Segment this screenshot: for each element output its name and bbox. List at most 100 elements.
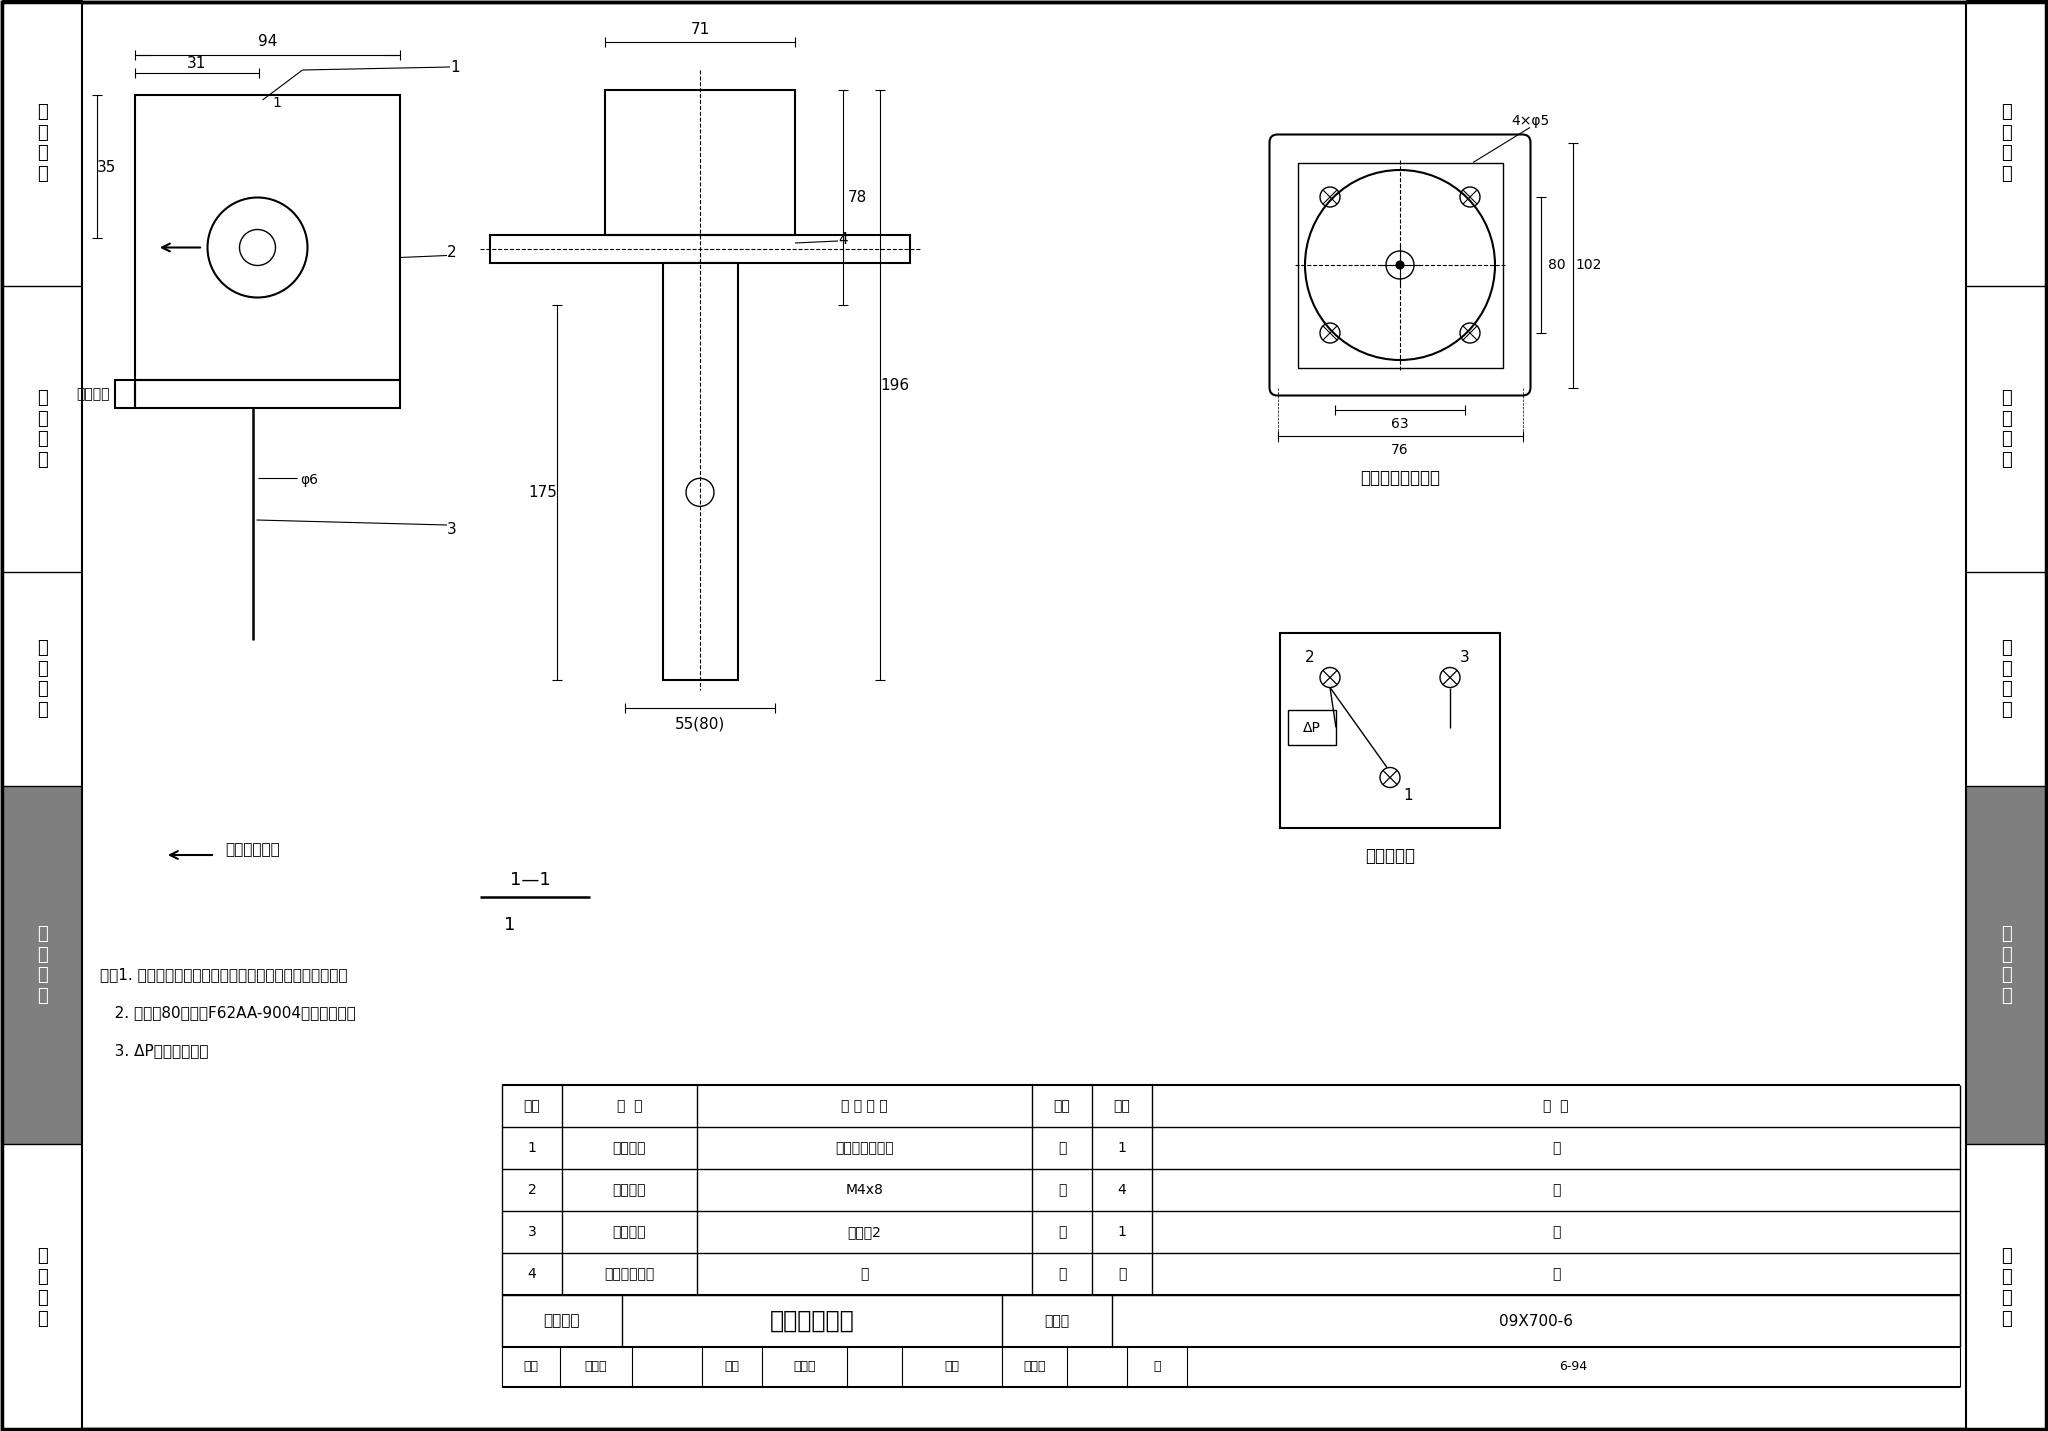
Polygon shape: [514, 235, 522, 263]
Text: 设
备
安
装: 设 备 安 装: [37, 924, 47, 1005]
Text: 2: 2: [446, 245, 457, 260]
Polygon shape: [657, 235, 666, 263]
Text: 设
备
安
装: 设 备 安 装: [2001, 924, 2011, 1005]
Bar: [2, 286, 82, 572]
Polygon shape: [770, 235, 778, 263]
Polygon shape: [586, 235, 594, 263]
Text: 2. 图中（80）值为F62AA-9004的叶片宽度。: 2. 图中（80）值为F62AA-9004的叶片宽度。: [100, 1006, 356, 1020]
Polygon shape: [195, 381, 201, 408]
Bar: [1298, 163, 1503, 368]
Text: 董国民: 董国民: [1024, 1361, 1047, 1374]
Text: 196: 196: [881, 378, 909, 392]
Polygon shape: [350, 381, 356, 408]
Polygon shape: [328, 381, 334, 408]
Text: φ6: φ6: [301, 474, 319, 487]
Text: 页: 页: [1153, 1361, 1161, 1374]
Text: 个: 个: [1059, 1183, 1067, 1196]
Text: 气流开关底板: 气流开关底板: [604, 1266, 655, 1281]
Text: 防
雷
接
地: 防 雷 接 地: [37, 1248, 47, 1328]
Text: －: －: [1552, 1225, 1561, 1239]
Polygon shape: [905, 235, 909, 263]
Text: 供
电
电
源: 供 电 电 源: [2001, 389, 2011, 469]
Polygon shape: [786, 235, 795, 263]
Text: 31: 31: [186, 56, 207, 70]
Text: 个: 个: [1059, 1266, 1067, 1281]
Text: －: －: [1552, 1266, 1561, 1281]
Bar: [604, 90, 795, 235]
Polygon shape: [188, 381, 195, 408]
Text: 由工程设计确定: 由工程设计确定: [836, 1141, 893, 1155]
Polygon shape: [842, 235, 850, 263]
Polygon shape: [127, 381, 133, 408]
Bar: [1280, 633, 1499, 827]
Bar: [1966, 0, 2046, 286]
Text: 71: 71: [690, 23, 709, 37]
Polygon shape: [344, 381, 350, 408]
Text: 2: 2: [528, 1183, 537, 1196]
Polygon shape: [387, 381, 393, 408]
Text: 35: 35: [98, 159, 117, 175]
Text: 自攻螺丝: 自攻螺丝: [612, 1183, 647, 1196]
Text: 3. ΔP为压差指示。: 3. ΔP为压差指示。: [100, 1043, 209, 1059]
Polygon shape: [745, 235, 754, 263]
Polygon shape: [715, 235, 723, 263]
Polygon shape: [850, 235, 858, 263]
Polygon shape: [737, 235, 745, 263]
Polygon shape: [754, 235, 762, 263]
Text: 09X700-6: 09X700-6: [1499, 1314, 1573, 1328]
Text: 图集号: 图集号: [1044, 1314, 1069, 1328]
Polygon shape: [723, 235, 729, 263]
Polygon shape: [166, 381, 170, 408]
Text: 2: 2: [1305, 650, 1315, 665]
Polygon shape: [303, 381, 309, 408]
Text: 1: 1: [504, 916, 516, 934]
Polygon shape: [795, 235, 803, 263]
Polygon shape: [569, 235, 578, 263]
Polygon shape: [176, 381, 182, 408]
Text: 102: 102: [1575, 258, 1602, 272]
Bar: [1288, 710, 1335, 746]
Text: 3: 3: [1460, 650, 1470, 665]
Text: 序号: 序号: [524, 1099, 541, 1113]
Polygon shape: [627, 235, 635, 263]
Polygon shape: [530, 235, 539, 263]
Polygon shape: [315, 381, 322, 408]
Text: 3: 3: [446, 522, 457, 538]
Text: 76: 76: [1391, 442, 1409, 456]
Polygon shape: [522, 235, 530, 263]
Polygon shape: [539, 235, 547, 263]
Polygon shape: [489, 235, 498, 263]
Polygon shape: [578, 235, 586, 263]
Bar: [2, 0, 82, 286]
Polygon shape: [250, 381, 256, 408]
Polygon shape: [682, 235, 690, 263]
Text: M4x8: M4x8: [846, 1183, 883, 1196]
Polygon shape: [825, 235, 834, 263]
Polygon shape: [147, 381, 154, 408]
Polygon shape: [285, 381, 291, 408]
Polygon shape: [618, 235, 627, 263]
Text: 机
房
工
程: 机 房 工 程: [37, 103, 47, 183]
Text: 单位: 单位: [1053, 1099, 1071, 1113]
Polygon shape: [238, 381, 244, 408]
Polygon shape: [135, 381, 141, 408]
Polygon shape: [231, 381, 238, 408]
Polygon shape: [690, 235, 698, 263]
Polygon shape: [811, 235, 817, 263]
Bar: [1966, 286, 2046, 572]
Polygon shape: [160, 381, 166, 408]
Polygon shape: [207, 381, 213, 408]
Polygon shape: [272, 381, 279, 408]
Polygon shape: [297, 381, 303, 408]
Polygon shape: [729, 235, 737, 263]
Text: 1: 1: [1118, 1141, 1126, 1155]
Text: ΔP: ΔP: [1303, 720, 1321, 734]
Polygon shape: [244, 381, 250, 408]
Text: 缆
线
敷
设: 缆 线 敷 设: [2001, 638, 2011, 720]
Text: 校对: 校对: [725, 1361, 739, 1374]
Polygon shape: [561, 235, 569, 263]
Polygon shape: [170, 381, 176, 408]
Polygon shape: [498, 235, 506, 263]
Text: 4: 4: [838, 232, 848, 248]
Polygon shape: [891, 235, 897, 263]
